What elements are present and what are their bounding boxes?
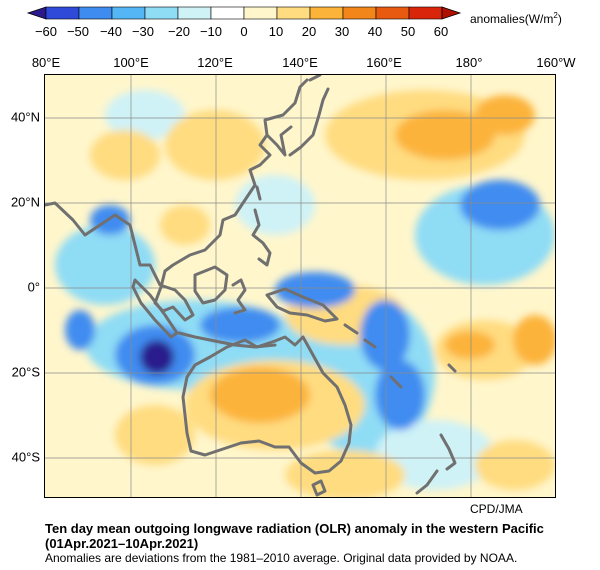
- coastline-solomon: [343, 323, 377, 349]
- longitude-label: 80°E: [31, 55, 61, 70]
- coastline-asia: [45, 78, 309, 322]
- coastline-philippines: [251, 208, 272, 267]
- anomaly-patch: [115, 405, 195, 465]
- longitude-label: 100°E: [113, 55, 149, 70]
- longitude-label: 160°W: [536, 55, 576, 70]
- anomaly-patch: [200, 307, 280, 343]
- anomaly-patch: [105, 90, 185, 140]
- anomaly-patch: [65, 310, 95, 350]
- map-note: Anomalies are deviations from the 1981–2…: [45, 551, 518, 565]
- coastline-new-zealand: [415, 433, 457, 495]
- coastline-australia: [181, 335, 353, 475]
- anomaly-patch: [55, 225, 155, 305]
- anomaly-patch: [395, 110, 495, 160]
- anomaly-patch: [475, 95, 535, 135]
- anomaly-patch: [235, 175, 315, 235]
- colorbar-tick: −20: [167, 24, 191, 39]
- coastline-tasmania: [311, 479, 327, 497]
- anomaly-patch: [375, 360, 425, 430]
- anomaly-patch: [475, 440, 555, 490]
- colorbar-swatch: [111, 6, 146, 20]
- colorbar-swatch: [276, 6, 311, 20]
- colorbar-tick: 10: [268, 24, 284, 39]
- anomaly-patch: [285, 450, 405, 497]
- coastline-taiwan: [255, 185, 262, 201]
- anomaly-patch: [513, 315, 555, 365]
- longitude-label: 160°E: [366, 55, 402, 70]
- colorbar-tick: −60: [34, 24, 58, 39]
- map-period: (01Apr.2021–10Apr.2021): [45, 536, 199, 551]
- coastline-sumatra: [131, 278, 179, 339]
- colorbar: −60 −50 −40 −30 −20 −10 0 10 20 30 40 50…: [0, 0, 600, 42]
- anomaly-patch: [445, 331, 495, 359]
- colorbar-swatch: [243, 6, 278, 20]
- colorbar-swatch: [408, 6, 443, 20]
- colorbar-swatch: [309, 6, 344, 20]
- colorbar-tick: −10: [199, 24, 223, 39]
- colorbar-swatch: [210, 6, 245, 20]
- colorbar-tick: −40: [99, 24, 123, 39]
- anomaly-patch: [460, 180, 540, 230]
- coastline-borneo: [193, 265, 229, 305]
- graticule: [45, 75, 555, 497]
- longitude-label: 120°E: [197, 55, 233, 70]
- coastline-fiji: [447, 363, 457, 373]
- colorbar-swatch: [144, 6, 179, 20]
- colorbar-tick: 20: [301, 24, 317, 39]
- colorbar-right-arrow: [441, 6, 462, 20]
- colorbar-scale: [26, 6, 462, 20]
- latitude-label: 40°N: [10, 109, 40, 125]
- anomaly-patch: [160, 205, 210, 245]
- colorbar-tick: 30: [334, 24, 350, 39]
- credit-label: CPD/JMA: [470, 502, 523, 516]
- colorbar-tick: 60: [433, 24, 449, 39]
- anomaly-patch: [140, 340, 174, 374]
- colorbar-swatch: [177, 6, 212, 20]
- coastline-japan: [288, 75, 330, 157]
- coastline-new-guinea: [265, 287, 339, 323]
- latitude-label: 40°S: [11, 449, 40, 465]
- colorbar-swatch: [342, 6, 377, 20]
- colorbar-swatch: [78, 6, 113, 20]
- colorbar-units: anomalies(W/m2): [470, 11, 562, 26]
- colorbar-tick: −30: [131, 24, 155, 39]
- coastline-new-caledonia: [389, 375, 403, 389]
- map-canvas: [45, 75, 555, 497]
- colorbar-tick: 0: [240, 24, 248, 39]
- anomaly-patch: [360, 300, 410, 370]
- latitude-label: 20°N: [10, 194, 40, 210]
- anomaly-patch: [90, 130, 160, 180]
- anomaly-patch: [375, 420, 495, 490]
- coastlines: [45, 75, 457, 497]
- map-title: Ten day mean outgoing longwave radiation…: [45, 521, 544, 536]
- coastline-sulawesi: [231, 278, 247, 315]
- latitude-label: 0°: [27, 279, 40, 295]
- colorbar-tick: 50: [400, 24, 416, 39]
- longitude-label: 140°E: [282, 55, 318, 70]
- anomaly-patch: [210, 367, 310, 423]
- anomaly-patch: [275, 272, 355, 308]
- colorbar-tick: 40: [367, 24, 383, 39]
- olr-anomaly-map: [44, 74, 556, 498]
- longitude-label: 180°: [455, 55, 483, 70]
- colorbar-tick: −50: [66, 24, 90, 39]
- anomaly-field: [55, 90, 555, 497]
- latitude-label: 20°S: [11, 364, 40, 380]
- coastline-korea: [265, 125, 293, 157]
- colorbar-left-arrow: [26, 6, 47, 20]
- colorbar-swatch: [375, 6, 410, 20]
- anomaly-patch: [165, 110, 265, 180]
- colorbar-swatch: [45, 6, 80, 20]
